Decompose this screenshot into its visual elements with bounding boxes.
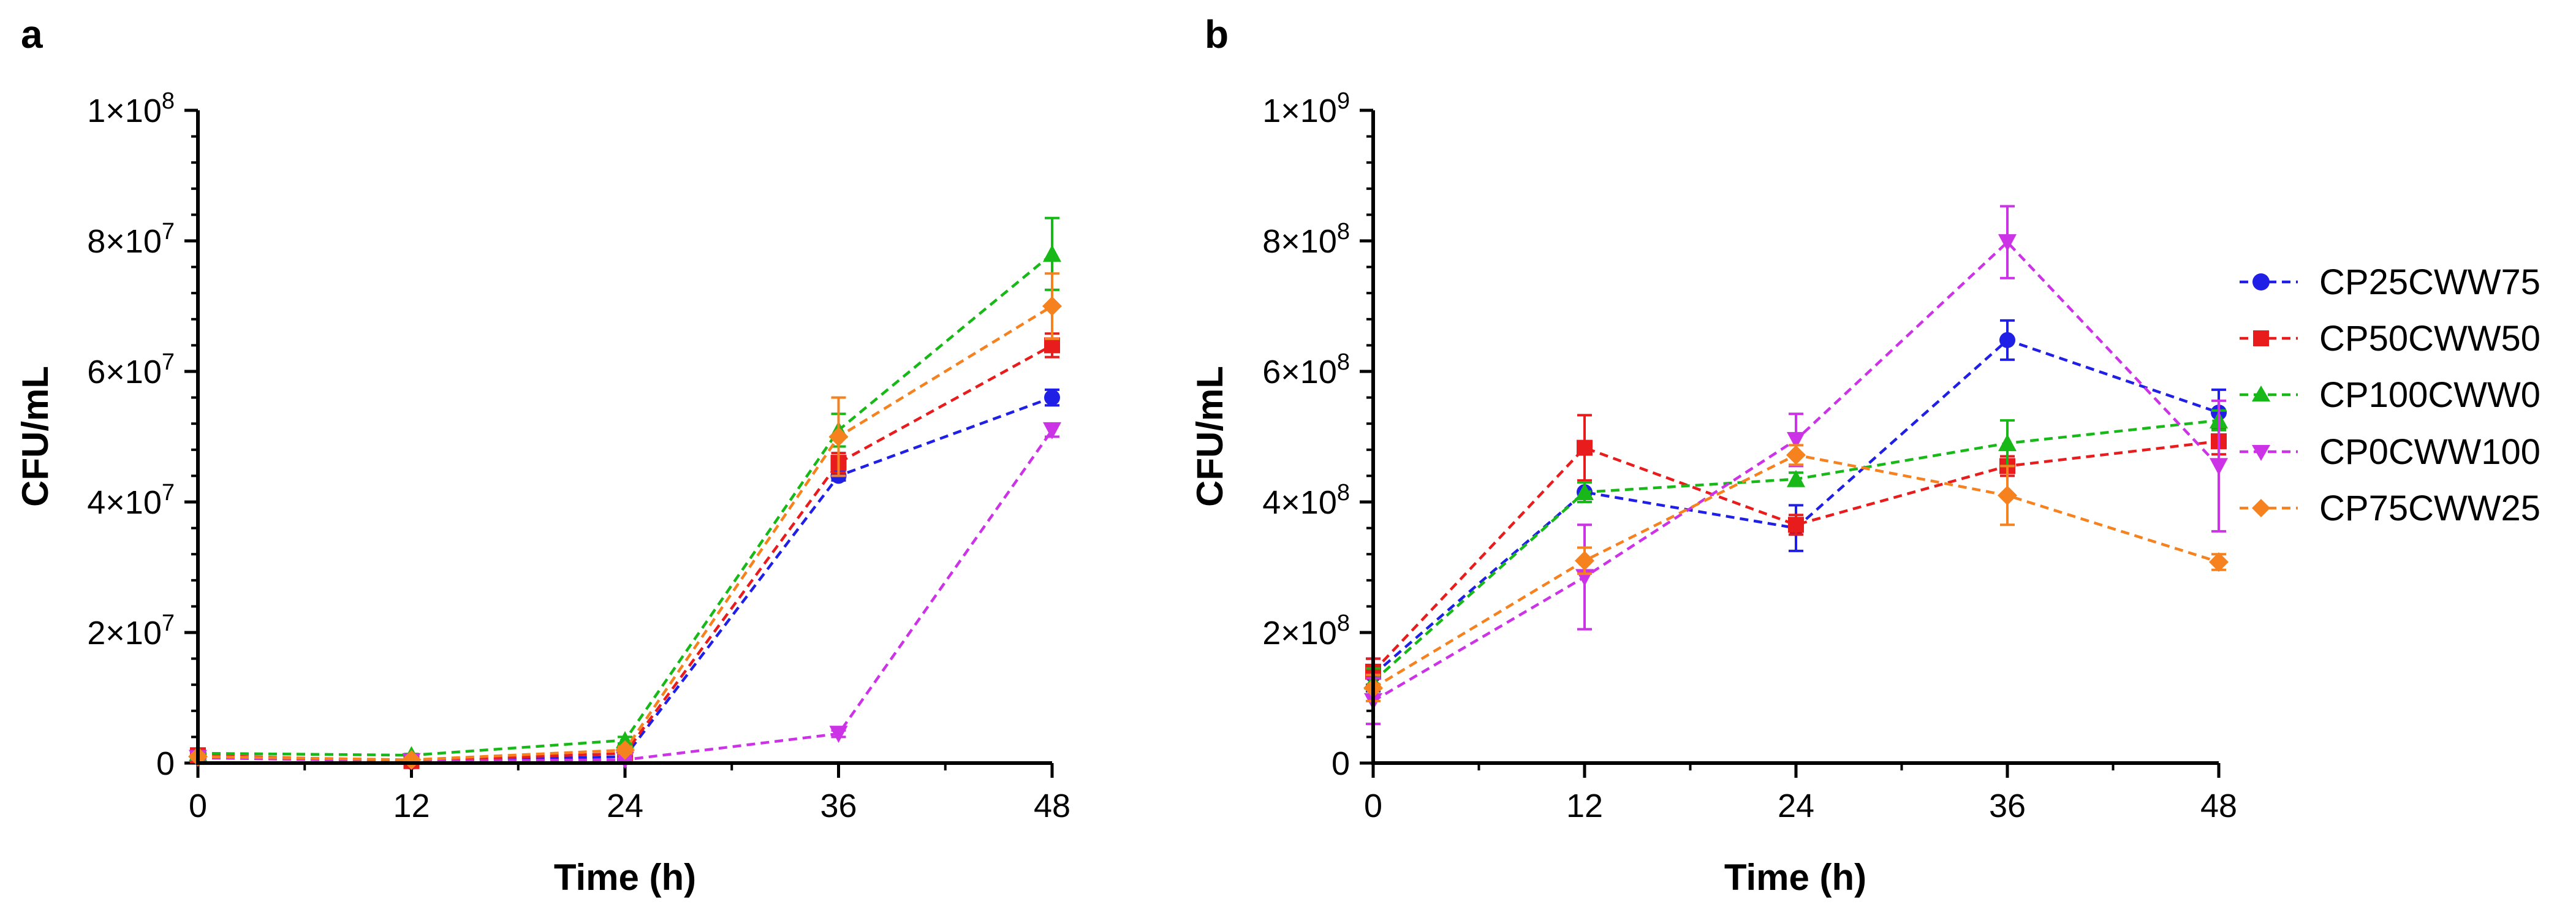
series-cp25cww75 (190, 388, 1060, 770)
panel-b-series (1363, 205, 2229, 726)
panel-a-series (188, 216, 1062, 770)
panel-a-letter: a (21, 12, 43, 56)
legend-entry-cp100cww0: CP100CWW0 (2240, 375, 2540, 415)
y-tick-label: 8×107 (87, 219, 175, 260)
y-tick-label: 0 (1332, 745, 1350, 782)
data-point (1577, 439, 1593, 456)
y-tick-label: 2×108 (1262, 610, 1350, 652)
legend-triangle-up-marker (2252, 386, 2270, 401)
data-point (616, 731, 634, 748)
data-point (1787, 431, 1805, 449)
series-cp50cww50 (190, 332, 1060, 769)
panel-a-ticks: 0 2×107 4×107 6×107 8×107 1×108 0 12 24 36 48 (87, 88, 1070, 824)
series-line (1372, 439, 2219, 673)
x-tick-label: 24 (1778, 788, 1814, 824)
data-point (1998, 434, 2017, 452)
series-line (197, 396, 1053, 764)
data-point (615, 740, 635, 760)
x-tick-label: 12 (393, 788, 430, 824)
legend: CP25CWW75 CP50CWW50 CP100CWW0 CP0CWW100 … (2240, 262, 2540, 528)
data-point (1788, 517, 1804, 533)
y-tick-label: 1×109 (1262, 88, 1350, 129)
series-cp0cww100 (189, 422, 1061, 770)
x-tick-label: 36 (1989, 788, 2026, 824)
series-line (197, 344, 1053, 763)
x-tick-label: 0 (189, 788, 207, 824)
y-tick-label: 8×108 (1262, 219, 1350, 260)
panel-a-y-title: CFU/mL (15, 366, 56, 507)
series-cp100cww0 (1364, 409, 2228, 696)
data-point (1575, 550, 1594, 571)
x-tick-label: 48 (2200, 788, 2237, 824)
data-point (1043, 245, 1061, 262)
data-point (828, 427, 849, 447)
data-point (1042, 296, 1062, 316)
legend-entry-cp25cww75: CP25CWW75 (2240, 262, 2540, 302)
panel-b: b 0 2×108 4×108 6×108 8×108 1×109 0 12 24 36 48 CF… (1189, 12, 2237, 898)
series-cp75cww25 (188, 272, 1062, 770)
y-tick-label: 4×107 (87, 480, 175, 521)
series-cp25cww75 (1365, 319, 2227, 693)
legend-diamond-marker (2252, 499, 2270, 517)
legend-square-marker (2253, 330, 2269, 346)
legend-triangle-down-marker (2252, 445, 2270, 461)
legend-label: CP50CWW50 (2319, 319, 2540, 359)
legend-entry-cp75cww25: CP75CWW25 (2240, 488, 2540, 528)
data-point (1998, 485, 2017, 506)
data-point (1787, 469, 1805, 487)
data-point (2209, 552, 2229, 572)
legend-circle-marker (2252, 273, 2270, 291)
y-tick-label: 2×107 (87, 610, 175, 652)
data-point (616, 751, 634, 769)
series-cp100cww0 (189, 216, 1061, 764)
x-tick-label: 48 (1034, 788, 1070, 824)
data-point (1044, 389, 1060, 406)
data-point (1575, 483, 1594, 501)
data-point (829, 726, 848, 743)
y-tick-label: 6×108 (1262, 349, 1350, 390)
panel-b-x-title: Time (h) (1724, 857, 1866, 898)
y-tick-label: 4×108 (1262, 480, 1350, 521)
panel-b-letter: b (1205, 12, 1229, 56)
series-line (197, 429, 1053, 763)
series-line (197, 253, 1053, 757)
data-point (1999, 332, 2015, 348)
panel-b-ticks: 0 2×108 4×108 6×108 8×108 1×109 0 12 24 36 48 (1262, 88, 2237, 824)
y-tick-label: 1×108 (87, 88, 175, 129)
legend-label: CP100CWW0 (2319, 375, 2540, 415)
x-tick-label: 12 (1566, 788, 1603, 824)
y-tick-label: 6×107 (87, 349, 175, 390)
data-point (1998, 234, 2017, 252)
y-tick-label: 0 (156, 745, 175, 782)
series-line (1372, 453, 2219, 690)
legend-entry-cp50cww50: CP50CWW50 (2240, 319, 2540, 359)
series-line (197, 305, 1053, 761)
legend-entry-cp0cww100: CP0CWW100 (2240, 432, 2540, 472)
data-point (1043, 422, 1061, 439)
legend-label: CP0CWW100 (2319, 432, 2540, 472)
data-point (2210, 458, 2228, 476)
panel-b-y-title: CFU/mL (1189, 366, 1230, 507)
panel-a: a 0 2×107 4×107 6×107 8×107 1×108 0 12 24 36 48 CF… (15, 12, 1070, 898)
series-cp75cww25 (1363, 444, 2229, 702)
legend-label: CP75CWW25 (2319, 488, 2540, 528)
x-tick-label: 0 (1364, 788, 1382, 824)
x-tick-label: 24 (607, 788, 643, 824)
x-tick-label: 36 (820, 788, 857, 824)
data-point (1786, 445, 1806, 465)
panel-a-x-title: Time (h) (554, 857, 696, 898)
legend-label: CP25CWW75 (2319, 262, 2540, 302)
